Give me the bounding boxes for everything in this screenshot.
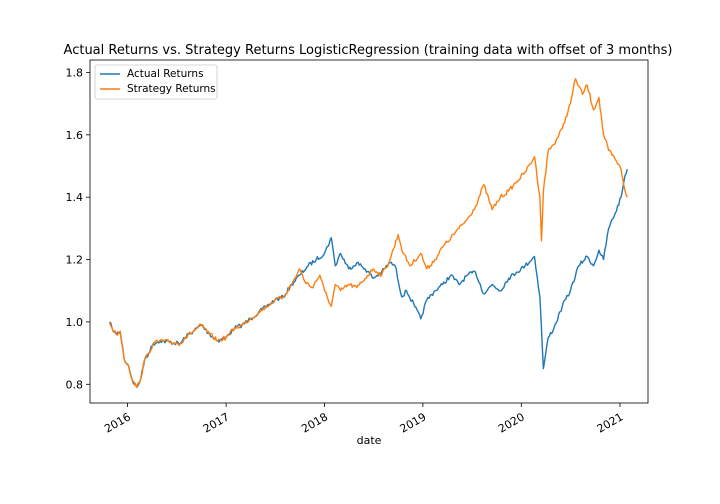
series-layer	[108, 78, 628, 389]
y-tick-label: 1.2	[66, 254, 84, 267]
x-tick-label: 2019	[398, 410, 429, 435]
x-axis: 2016 2017 2018 2019 2020 2021	[102, 403, 625, 436]
y-tick-label: 0.8	[66, 378, 84, 391]
y-tick-label: 1.8	[66, 66, 84, 79]
chart-title: Actual Returns vs. Strategy Returns Logi…	[64, 43, 673, 58]
legend-label-strategy-returns: Strategy Returns	[127, 83, 216, 95]
y-tick-label: 1.6	[66, 129, 84, 142]
y-tick-label: 1.4	[66, 191, 84, 204]
series-line-strategy-returns	[108, 78, 628, 389]
y-tick-label: 1.0	[66, 316, 84, 329]
legend-box	[94, 64, 218, 100]
y-axis: 0.8 1.0 1.2 1.4 1.6 1.8	[66, 66, 90, 391]
x-tick-label: 2017	[201, 410, 232, 435]
x-tick-label: 2020	[496, 410, 527, 435]
plot-frame	[89, 59, 649, 404]
x-axis-label: date	[357, 434, 382, 447]
x-tick-label: 2018	[299, 410, 330, 435]
x-tick-label: 2021	[595, 410, 626, 435]
x-tick-label: 2016	[102, 410, 133, 435]
legend: Actual Returns Strategy Returns	[94, 64, 218, 100]
series-line-actual-returns	[108, 168, 628, 389]
legend-label-actual-returns: Actual Returns	[127, 68, 204, 80]
